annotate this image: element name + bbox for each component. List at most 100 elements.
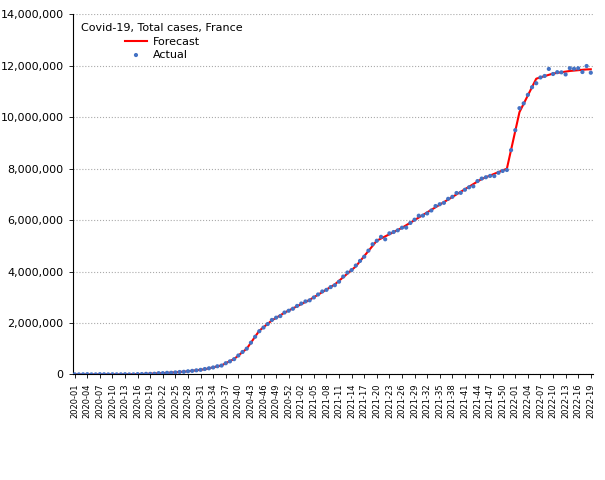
Actual — [175, 368, 185, 376]
Actual — [78, 371, 88, 378]
Actual — [548, 70, 558, 78]
Actual — [414, 212, 424, 219]
Actual — [238, 348, 247, 356]
Forecast — [75, 372, 82, 377]
Actual — [129, 371, 139, 378]
Actual — [275, 312, 285, 320]
Actual — [405, 219, 415, 227]
Actual — [99, 371, 109, 378]
Actual — [381, 236, 390, 243]
Actual — [145, 370, 155, 378]
Actual — [158, 369, 168, 377]
Actual — [137, 370, 146, 378]
Actual — [464, 183, 474, 191]
Actual — [246, 339, 256, 347]
Actual — [385, 229, 394, 237]
Actual — [342, 269, 352, 276]
Forecast — [369, 243, 376, 249]
Actual — [221, 360, 231, 367]
Actual — [540, 72, 549, 80]
Actual — [452, 189, 462, 197]
Actual — [171, 369, 180, 376]
Actual — [200, 365, 209, 373]
Actual — [468, 182, 478, 190]
Actual — [565, 64, 575, 72]
Actual — [364, 247, 373, 254]
Actual — [502, 166, 512, 174]
Actual — [494, 169, 503, 177]
Actual — [229, 355, 239, 363]
Actual — [582, 62, 592, 70]
Actual — [217, 362, 226, 370]
Actual — [401, 224, 411, 231]
Actual — [318, 288, 327, 295]
Actual — [561, 71, 571, 78]
Actual — [574, 64, 583, 72]
Actual — [212, 362, 222, 370]
Actual — [108, 371, 117, 378]
Actual — [70, 371, 79, 378]
Actual — [347, 266, 356, 274]
Actual — [359, 253, 369, 261]
Line: Forecast: Forecast — [74, 69, 591, 374]
Actual — [204, 364, 214, 372]
Actual — [149, 370, 159, 378]
Actual — [263, 320, 272, 328]
Actual — [255, 327, 264, 335]
Actual — [544, 65, 554, 73]
Actual — [578, 68, 587, 76]
Actual — [535, 73, 545, 81]
Actual — [288, 305, 298, 312]
Forecast — [222, 360, 229, 366]
Actual — [309, 294, 319, 301]
Actual — [418, 212, 428, 219]
Actual — [372, 237, 382, 245]
Actual — [557, 69, 566, 76]
Actual — [389, 228, 399, 236]
Actual — [506, 146, 516, 154]
Actual — [125, 371, 134, 378]
Actual — [292, 302, 302, 310]
Actual — [330, 281, 339, 289]
Actual — [334, 278, 344, 286]
Actual — [515, 104, 525, 112]
Forecast — [168, 370, 175, 375]
Actual — [284, 307, 293, 314]
Actual — [586, 69, 596, 77]
Legend: Forecast, Actual: Forecast, Actual — [78, 20, 246, 63]
Actual — [569, 65, 579, 72]
Actual — [427, 207, 436, 215]
Actual — [498, 167, 508, 175]
Actual — [112, 371, 122, 378]
Actual — [305, 297, 315, 304]
Actual — [296, 300, 306, 307]
Actual — [326, 283, 336, 291]
Actual — [531, 79, 541, 87]
Actual — [271, 314, 281, 322]
Actual — [166, 369, 176, 377]
Actual — [511, 126, 520, 134]
Actual — [225, 358, 235, 365]
Actual — [95, 371, 105, 378]
Actual — [523, 91, 532, 99]
Actual — [397, 224, 407, 231]
Actual — [154, 369, 163, 377]
Actual — [485, 172, 495, 180]
Forecast — [105, 372, 112, 377]
Actual — [208, 364, 218, 372]
Actual — [435, 200, 445, 208]
Actual — [74, 371, 83, 378]
Actual — [301, 298, 310, 305]
Actual — [280, 309, 289, 316]
Actual — [355, 257, 365, 265]
Actual — [552, 68, 562, 76]
Actual — [393, 227, 403, 234]
Actual — [234, 352, 243, 360]
Actual — [448, 193, 457, 201]
Actual — [162, 369, 172, 377]
Actual — [188, 367, 197, 375]
Actual — [179, 368, 189, 376]
Actual — [443, 195, 453, 203]
Actual — [259, 324, 269, 331]
Actual — [183, 367, 193, 375]
